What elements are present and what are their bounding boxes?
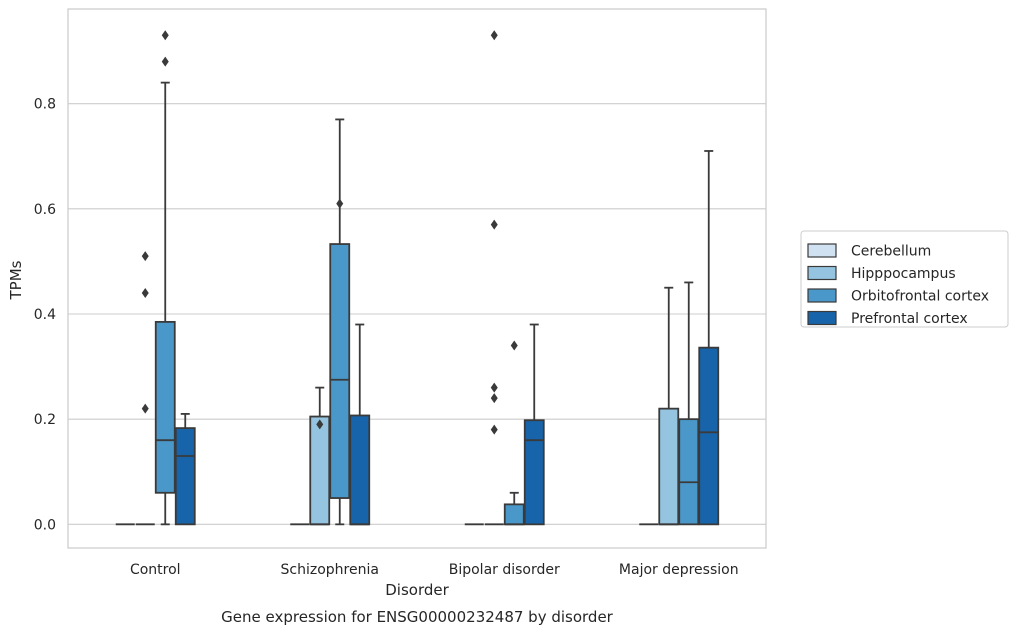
box-body [698, 346, 720, 526]
outlier-point [161, 30, 169, 41]
box-hipppocampus [135, 251, 155, 526]
outlier-point [490, 219, 498, 230]
plot-frame [67, 8, 767, 549]
x-tick-label: Schizophrenia [281, 562, 379, 578]
box-prefrontal-cortex [523, 323, 545, 526]
y-tick-label: 0.8 [34, 97, 56, 113]
x-tick-label: Bipolar disorder [449, 562, 560, 578]
legend-swatch [807, 310, 837, 326]
box-body [523, 419, 545, 526]
box-body [174, 427, 196, 526]
legend: Cerebellum Hipppocampus Orbitofrontal cort… [800, 230, 1009, 328]
legend-label: Orbitofrontal cortex [851, 289, 989, 305]
box-orbitofrontal-cortex [154, 30, 176, 526]
x-tick-label: Control [130, 562, 181, 578]
box-orbitofrontal-cortex [329, 118, 351, 526]
legend-label: Cerebellum [851, 244, 931, 260]
outlier-point [141, 251, 149, 262]
box-hipppocampus [658, 286, 680, 526]
outlier-point [490, 382, 498, 393]
box-body [678, 418, 700, 526]
box-prefrontal-cortex [174, 413, 196, 526]
box-prefrontal-cortex [698, 150, 720, 526]
outlier-point [161, 56, 169, 67]
y-tick-label: 0.2 [34, 412, 56, 428]
box-prefrontal-cortex [349, 323, 371, 526]
box-body [349, 414, 371, 526]
outlier-point [490, 393, 498, 404]
boxes [115, 30, 720, 526]
x-axis-label: Disorder [385, 581, 449, 599]
outlier-point [490, 30, 498, 41]
x-tick-labels: Control Schizophrenia Bipolar disorder Majo… [130, 562, 739, 578]
legend-swatch [807, 243, 837, 258]
y-tick-labels: 0.0 0.2 0.4 0.6 0.8 [34, 97, 56, 534]
box-body [329, 243, 351, 499]
outlier-point [490, 424, 498, 435]
box-body [154, 320, 176, 494]
box-hipppocampus [309, 386, 331, 526]
outlier-point [336, 198, 344, 209]
outlier-point [510, 340, 518, 351]
box-orbitofrontal-cortex [503, 340, 525, 526]
y-tick-label: 0.6 [34, 202, 56, 218]
box-hipppocampus [484, 30, 504, 526]
legend-swatch [807, 265, 837, 281]
outlier-point [141, 287, 149, 298]
box-body [503, 503, 525, 526]
chart-caption: Gene expression for ENSG00000232487 by d… [221, 608, 614, 626]
legend-frame [800, 230, 1009, 328]
box-body [309, 415, 331, 526]
x-tick-label: Major depression [619, 562, 739, 578]
outlier-point [141, 403, 149, 414]
outlier-point [316, 419, 324, 430]
y-tick-label: 0.0 [34, 517, 56, 533]
y-axis-label: TPMs [7, 260, 25, 300]
legend-label: Hipppocampus [851, 266, 956, 282]
y-tick-label: 0.4 [34, 307, 56, 323]
box-orbitofrontal-cortex [678, 281, 700, 526]
box-body [658, 407, 680, 526]
legend-label: Prefrontal cortex [851, 311, 968, 327]
legend-swatch [807, 288, 837, 303]
